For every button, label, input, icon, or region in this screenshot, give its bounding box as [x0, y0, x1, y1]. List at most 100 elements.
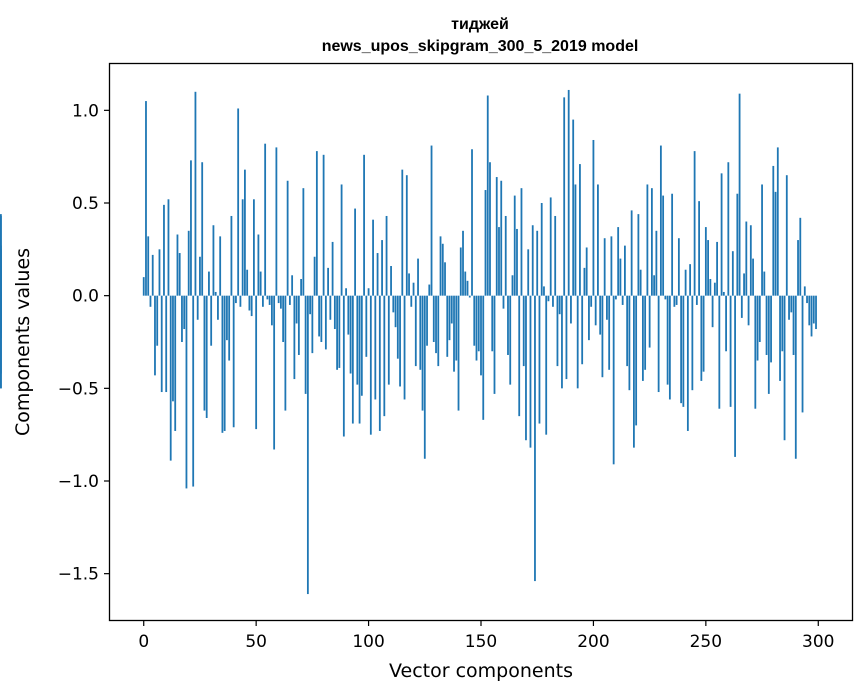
bar-158: [498, 227, 500, 296]
bar-12: [169, 295, 172, 461]
y-tick-label: −1.0: [58, 472, 99, 492]
bar-170: [525, 295, 527, 441]
bar-2: [147, 236, 150, 296]
bar-78: [318, 295, 321, 337]
bar-29: [208, 271, 210, 296]
bar-52: [259, 271, 262, 296]
bar-186: [561, 295, 563, 389]
x-tick-label: 0: [138, 632, 149, 652]
bar-195: [581, 295, 584, 365]
bar-265: [738, 93, 741, 296]
bar-33: [217, 295, 219, 320]
bar-203: [599, 295, 602, 335]
bar-171: [527, 249, 530, 296]
bar-27: [203, 295, 206, 411]
bar-156: [493, 295, 496, 394]
bar-216: [628, 295, 631, 391]
bar-208: [610, 236, 613, 296]
bar-226: [650, 188, 653, 296]
bar-147: [473, 295, 476, 346]
bar-113: [396, 295, 399, 359]
bar-245: [693, 151, 696, 296]
bar-84: [331, 241, 334, 296]
bar-123: [419, 295, 422, 370]
bar-201: [594, 295, 597, 326]
bar-90: [345, 288, 347, 296]
bar-109: [387, 295, 390, 385]
bar-32: [214, 291, 217, 296]
y-tick-label: 0.5: [72, 194, 99, 214]
bar-104: [376, 253, 379, 296]
bar-212: [619, 258, 622, 296]
bar-243: [689, 264, 692, 296]
bar-26: [201, 162, 204, 296]
bar-51: [257, 234, 260, 296]
bar-190: [570, 295, 572, 324]
bar-44: [241, 199, 244, 296]
bar-255: [716, 241, 718, 296]
bar-124: [421, 295, 424, 411]
x-axis-ticks: 0 50 100 150 200 250 300: [138, 620, 834, 652]
bar-297: [810, 295, 813, 337]
bar-50: [255, 295, 258, 430]
bar-119: [410, 295, 413, 307]
bar-15: [176, 234, 179, 296]
bar-136: [448, 295, 451, 341]
bar-211: [617, 227, 620, 296]
bar-148: [475, 295, 478, 361]
bar-58: [273, 295, 276, 450]
bar-160: [502, 295, 505, 309]
x-tick-label: 100: [352, 632, 384, 652]
bar-115: [401, 169, 404, 296]
bar-197: [585, 247, 588, 296]
bar-92: [349, 295, 352, 374]
bar-137: [450, 295, 453, 324]
bar-225: [648, 295, 651, 348]
bar-0: [142, 277, 145, 296]
bar-210: [615, 295, 617, 300]
bar-166: [516, 228, 518, 296]
bar-130: [435, 295, 437, 354]
bar-182: [552, 295, 554, 307]
bar-187: [563, 97, 566, 296]
bar-125: [423, 295, 426, 459]
bar-34: [219, 236, 222, 296]
bar-70: [300, 278, 303, 296]
bar-23: [194, 91, 197, 296]
bar-284: [781, 295, 784, 352]
bar-76: [313, 256, 316, 296]
bar-140: [457, 295, 460, 411]
bar-62: [282, 295, 285, 342]
bar-126: [426, 295, 428, 346]
bar-87: [338, 295, 341, 368]
bar-57: [270, 295, 273, 326]
bar-129: [432, 295, 435, 342]
bar-11: [167, 199, 170, 296]
bar-177: [540, 203, 543, 296]
bar-134: [444, 262, 446, 296]
bar-49: [253, 199, 255, 296]
bar-172: [529, 295, 532, 448]
bar-80: [322, 154, 325, 296]
bar-81: [324, 295, 327, 350]
bar-35: [221, 295, 224, 433]
bar-series: [0, 89, 817, 595]
bar-131: [437, 295, 440, 367]
bar-13: [172, 295, 174, 402]
bar-262: [731, 251, 734, 296]
bar-256: [718, 295, 721, 409]
bar-168: [520, 188, 523, 296]
bar-1: [145, 101, 147, 296]
bar-213: [621, 295, 624, 305]
bar-68: [295, 295, 298, 324]
bar-209: [612, 295, 615, 465]
bar-287: [788, 295, 790, 320]
plot-area-frame: [108, 62, 854, 622]
bar-111: [392, 295, 395, 313]
bar-42: [237, 108, 240, 296]
bar-102: [372, 219, 374, 296]
bar-183: [554, 215, 557, 296]
bar-285: [783, 295, 786, 441]
bar-71: [302, 188, 305, 296]
bar-298: [812, 295, 815, 324]
